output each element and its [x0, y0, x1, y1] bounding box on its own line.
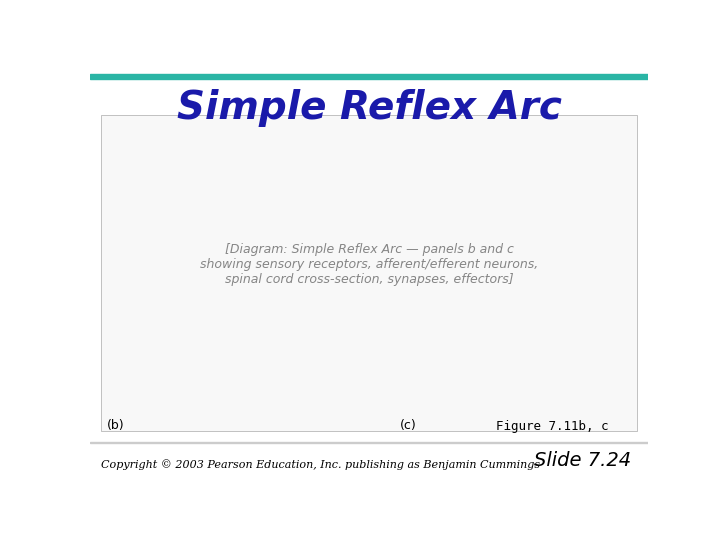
Text: [Diagram: Simple Reflex Arc — panels b and c
showing sensory receptors, afferent: [Diagram: Simple Reflex Arc — panels b a… — [200, 243, 538, 286]
Bar — [90, 75, 648, 79]
Text: (b): (b) — [107, 419, 125, 432]
Text: Simple Reflex Arc: Simple Reflex Arc — [176, 90, 562, 127]
FancyBboxPatch shape — [101, 114, 637, 431]
Text: (c): (c) — [400, 419, 416, 432]
Text: Figure 7.11b, c: Figure 7.11b, c — [497, 420, 609, 433]
Text: Slide 7.24: Slide 7.24 — [534, 451, 631, 470]
Bar — [90, 442, 648, 443]
Text: Copyright © 2003 Pearson Education, Inc. publishing as Benjamin Cummings: Copyright © 2003 Pearson Education, Inc.… — [101, 460, 540, 470]
